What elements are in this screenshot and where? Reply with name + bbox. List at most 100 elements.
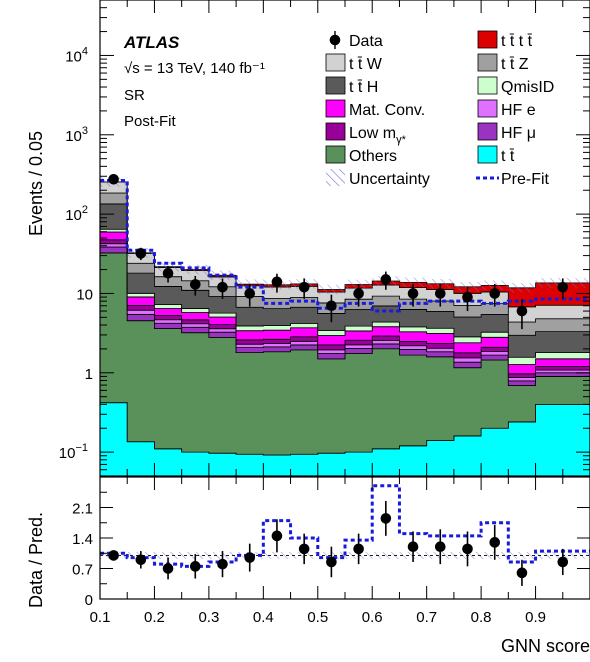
ratio-x-ticks: 0.1 0.2 0.3 0.4 0.5 0.6 0.7 0.8 0.9 (90, 477, 590, 626)
legend-entry: Uncertainty (326, 169, 430, 188)
x-tick-label: 0.3 (198, 609, 219, 626)
data-point (462, 291, 473, 303)
ratio-plot: 0 0.7 1.4 2.1 0.1 0.2 0.3 0.4 0.5 0.6 0.7 0.8 0.9 (72, 476, 590, 626)
y-tick-label: 10−1 (59, 442, 88, 462)
ratio-point (271, 530, 283, 542)
uncertainty-band (453, 281, 482, 292)
legend-entry: Pre-Fit (476, 171, 550, 188)
legend-entry: HF e (477, 99, 536, 119)
data-point (217, 281, 228, 293)
ratio-y-axis-label: Data / Pred. (26, 512, 46, 608)
legend-swatch (477, 99, 498, 118)
ratio-content (100, 484, 590, 586)
ratio-point (407, 541, 419, 553)
legend-entry: t t̄ H (325, 76, 378, 96)
y-tick-label: 104 (65, 45, 88, 65)
data-point (162, 267, 174, 279)
uncertainty-band (426, 278, 454, 289)
legend-swatch (477, 122, 498, 141)
ratio-point (244, 552, 256, 563)
data-point (135, 248, 147, 259)
legend: Data t t̄ W t t̄ H Mat. Conv. Low mγ* Others U… (325, 30, 554, 188)
data-point (298, 281, 310, 293)
legend-label: QmisID (501, 79, 554, 96)
prefit-line (100, 179, 590, 313)
atlas-label: ATLAS (123, 33, 180, 52)
ratio-point (135, 554, 147, 566)
legend-label: Uncertainty (349, 171, 430, 188)
ratio-point (557, 556, 569, 568)
data-point (353, 288, 364, 299)
energy-label: √s = 13 TeV, 140 fb⁻¹ (124, 60, 265, 77)
ratio-frame (99, 476, 590, 600)
ratio-y-tick-label: 0 (85, 592, 93, 609)
legend-entry: t t̄ (477, 145, 515, 165)
legend-label: t t̄ H (349, 79, 378, 96)
main-y-axis-label: Events / 0.05 (26, 131, 46, 236)
uncertainty-band (317, 284, 345, 295)
ratio-y-ticks: 0 0.7 1.4 2.1 (72, 491, 590, 609)
data-point (516, 305, 528, 317)
legend-label: Pre-Fit (501, 171, 550, 188)
y-tick-label: 10 (76, 286, 93, 303)
fit-label: Post-Fit (124, 113, 177, 130)
prefit-path (100, 179, 590, 313)
data-point (271, 276, 283, 288)
ratio-point (298, 543, 310, 555)
ratio-point (380, 513, 392, 524)
legend-label: Mat. Conv. (349, 102, 425, 119)
ratio-point (489, 537, 501, 548)
uncertainty-band (181, 264, 209, 275)
atlas-annotation: ATLAS √s = 13 TeV, 140 fb⁻¹ SR Post-Fit (123, 33, 265, 130)
legend-swatch (477, 76, 498, 95)
x-tick-label: 0.5 (307, 609, 328, 626)
legend-label: t t̄ W (349, 56, 383, 73)
stacked-histogram (100, 177, 590, 476)
ratio-prefit-path (100, 484, 590, 568)
legend-swatch (325, 145, 346, 164)
y-tick-label: 102 (65, 204, 88, 224)
data-point (489, 288, 501, 299)
legend-entry: Data (329, 31, 383, 50)
ratio-y-tick-label: 1.4 (72, 531, 93, 548)
ratio-point (217, 558, 228, 570)
main-x-ticks (99, 0, 590, 476)
legend-entry: t t̄ W (325, 53, 383, 73)
data-point (326, 300, 337, 312)
legend-entry: t t̄ t t̄ (477, 30, 533, 50)
legend-entry: t t̄ Z (477, 53, 529, 73)
main-plot: 10−1 1 10 102 103 104 (59, 0, 590, 477)
legend-swatch (325, 99, 346, 118)
legend-swatch (477, 145, 498, 164)
legend-label: t t̄ t t̄ (501, 33, 533, 50)
legend-swatch (477, 30, 498, 49)
region-label: SR (124, 87, 145, 104)
main-y-ticks: 10−1 1 10 102 103 104 (59, 0, 590, 477)
data-point (189, 279, 201, 290)
legend-entry: QmisID (477, 76, 554, 96)
x-tick-label: 0.9 (525, 609, 546, 626)
x-tick-label: 0.7 (416, 609, 437, 626)
y-tick-label: 1 (85, 366, 93, 383)
x-tick-label: 0.2 (144, 609, 165, 626)
uncertainty-band (508, 283, 536, 293)
x-tick-label: 0.6 (362, 609, 383, 626)
legend-entry: Others (325, 145, 397, 165)
legend-swatch (477, 53, 498, 72)
legend-label: Low mγ* (349, 125, 407, 146)
ratio-point (108, 550, 119, 561)
ratio-y-tick-label: 0.7 (72, 562, 93, 579)
legend-label: t t̄ Z (501, 56, 529, 73)
legend-label: HF e (501, 102, 536, 119)
legend-entry: HF μ (477, 122, 536, 142)
x-tick-label: 0.4 (253, 609, 274, 626)
x-axis-label: GNN score (501, 636, 590, 656)
data-point (380, 274, 392, 285)
x-tick-label: 0.8 (471, 609, 492, 626)
data-point (108, 173, 119, 185)
legend-label: Others (349, 148, 397, 165)
legend-swatch (325, 76, 346, 95)
ratio-y-tick-label: 2.1 (72, 501, 93, 518)
data-point (244, 288, 256, 299)
